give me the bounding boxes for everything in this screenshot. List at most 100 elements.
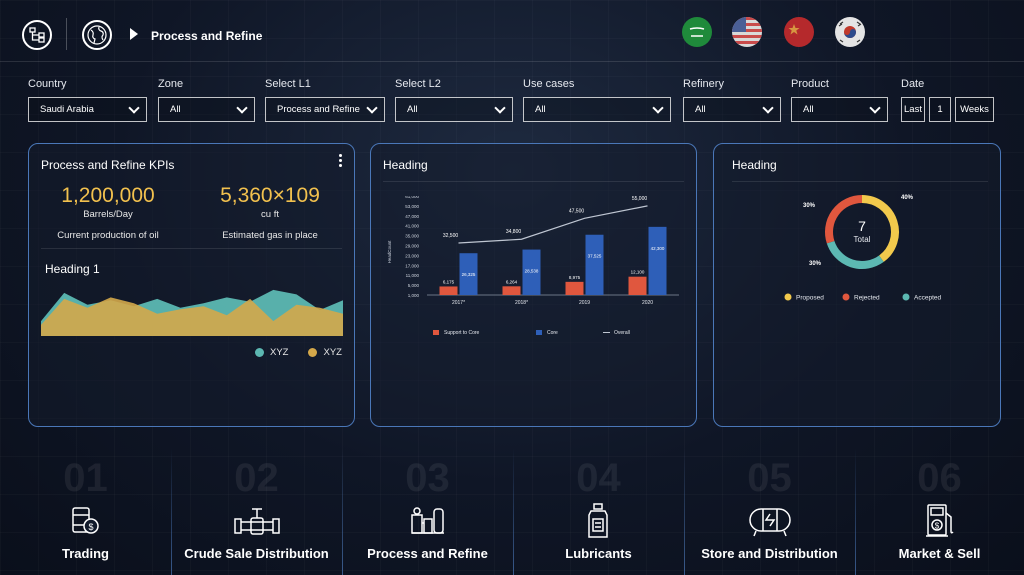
- step-number: 01: [63, 456, 108, 500]
- chevron-down-icon: [494, 101, 506, 114]
- y-axis-label: HeadCount: [387, 240, 392, 264]
- top-bar: Process and Refine: [0, 0, 1024, 62]
- legend-label: Core: [547, 330, 558, 336]
- step-process-and-refine[interactable]: 03 Process and Refine: [342, 448, 513, 575]
- step-label: Lubricants: [565, 546, 632, 561]
- bar-chart-card: Heading 1,000 5,000 11,000 17,000 23,000 29,0…: [370, 143, 697, 427]
- kpi-gas: 5,360×109 cu ft Estimated gas in place: [205, 184, 335, 241]
- bar-support-to-core: [628, 276, 647, 295]
- refinery-label: Refinery: [683, 78, 724, 90]
- area-chart: [41, 289, 343, 336]
- svg-text:$: $: [934, 522, 939, 531]
- step-number: 06: [917, 456, 962, 500]
- area-series-2: [41, 297, 343, 336]
- x-tick-label: 2017*: [452, 300, 465, 306]
- overall-line: [458, 205, 648, 244]
- pipeline-icon: [233, 503, 281, 542]
- korea-flag-icon[interactable]: [835, 17, 865, 47]
- refinery-filter: Refinery All: [683, 78, 781, 122]
- country-select[interactable]: Saudi Arabia: [28, 97, 147, 122]
- y-tick-label: 35,000: [405, 234, 419, 239]
- bar-data-label: 26,325: [462, 272, 476, 277]
- oil-barrel-dollar-icon: $: [69, 503, 103, 542]
- saudi-flag-icon[interactable]: [682, 17, 712, 47]
- legend-label: Proposed: [796, 295, 824, 302]
- y-tick-label: 29,000: [405, 244, 419, 249]
- step-lubricants[interactable]: 04 Lubricants: [513, 448, 684, 575]
- zone-select[interactable]: All: [158, 97, 255, 122]
- step-trading[interactable]: 01 $ Trading: [0, 448, 171, 575]
- bar-data-label: 6,175: [443, 279, 455, 284]
- legend-item-xyz-2: XYZ: [308, 347, 342, 358]
- slice-label: 40%: [901, 195, 914, 201]
- date-last-button[interactable]: Last: [901, 97, 925, 122]
- hierarchy-icon[interactable]: [22, 20, 52, 50]
- china-flag-icon[interactable]: [784, 17, 814, 47]
- select-l1-select[interactable]: Process and Refine: [265, 97, 385, 122]
- donut-chart-card: Heading 40% 30% 30% 7 Total Proposed Rejected A…: [713, 143, 1001, 427]
- legend-label: Support to Core: [444, 330, 480, 336]
- date-count-input[interactable]: 1: [929, 97, 951, 122]
- y-tick-label: 23,000: [405, 253, 419, 258]
- donut-center-value: 7: [858, 218, 866, 234]
- breadcrumb[interactable]: Process and Refine: [151, 29, 263, 43]
- svg-text:$: $: [88, 522, 93, 532]
- refinery-icon: [410, 503, 446, 542]
- country-label: Country: [28, 78, 67, 90]
- step-label: Crude Sale Distribution: [184, 546, 329, 561]
- more-options-icon[interactable]: [339, 154, 342, 167]
- kpi-subheading: Heading 1: [45, 262, 100, 276]
- bar-data-label: 8,975: [569, 275, 581, 280]
- refinery-select[interactable]: All: [683, 97, 781, 122]
- legend-label: Overall: [614, 330, 630, 336]
- date-unit-select[interactable]: Weeks: [955, 97, 994, 122]
- product-filter: Product All: [791, 78, 888, 122]
- bar-data-label: 6,264: [506, 279, 518, 284]
- chevron-down-icon: [762, 101, 774, 114]
- legend-label: XYZ: [270, 347, 289, 358]
- step-market-and-sell[interactable]: 06 $ Market & Sell: [855, 448, 1024, 575]
- bar-data-label: 37,525: [588, 254, 602, 259]
- bar-core: [585, 234, 604, 295]
- zone-filter: Zone All: [158, 78, 255, 122]
- legend-dot: [255, 348, 264, 357]
- bar-support-to-core: [439, 286, 458, 295]
- step-store-and-distribution[interactable]: 05 Store and Distribution: [684, 448, 855, 575]
- header-divider: [66, 18, 67, 50]
- legend-dot: [902, 293, 910, 301]
- bar-core: [459, 253, 478, 295]
- legend-dot: [842, 293, 850, 301]
- step-crude-sale-distribution[interactable]: 02 Crude Sale Distribution: [171, 448, 342, 575]
- line-data-label: 32,500: [443, 233, 459, 239]
- globe-icon[interactable]: [82, 20, 112, 50]
- bar-core: [522, 249, 541, 295]
- y-tick-label: 11,000: [406, 273, 420, 278]
- use-cases-select[interactable]: All: [523, 97, 671, 122]
- step-number: 02: [234, 456, 279, 500]
- date-label: Date: [901, 78, 925, 90]
- product-select[interactable]: All: [791, 97, 888, 122]
- y-tick-label: 61,000: [405, 196, 419, 199]
- step-divider: [171, 448, 172, 575]
- bar-data-label: 42,300: [651, 246, 665, 251]
- step-divider: [513, 448, 514, 575]
- donut-slice-rejected: [825, 195, 863, 244]
- zone-label: Zone: [158, 78, 184, 90]
- legend-swatch: [536, 330, 542, 335]
- breadcrumb-arrow-icon: [130, 28, 138, 40]
- step-number: 05: [747, 456, 792, 500]
- chevron-down-icon: [236, 101, 248, 114]
- y-tick-label: 1,000: [408, 293, 420, 298]
- chevron-down-icon: [128, 101, 140, 114]
- step-divider: [684, 448, 685, 575]
- kpi-production: 1,200,000 Barrels/Day Current production…: [43, 184, 173, 241]
- bar-data-label: 28,538: [525, 269, 539, 274]
- usa-flag-icon[interactable]: [732, 17, 762, 47]
- step-number: 04: [576, 456, 621, 500]
- select-l2-select[interactable]: All: [395, 97, 513, 122]
- y-tick-label: 47,000: [405, 214, 419, 219]
- country-value: Saudi Arabia: [40, 104, 94, 115]
- bar-data-label: 12,100: [631, 270, 645, 275]
- date-filter: Date Last 1 Weeks: [901, 78, 997, 122]
- select-l2-label: Select L2: [395, 78, 441, 90]
